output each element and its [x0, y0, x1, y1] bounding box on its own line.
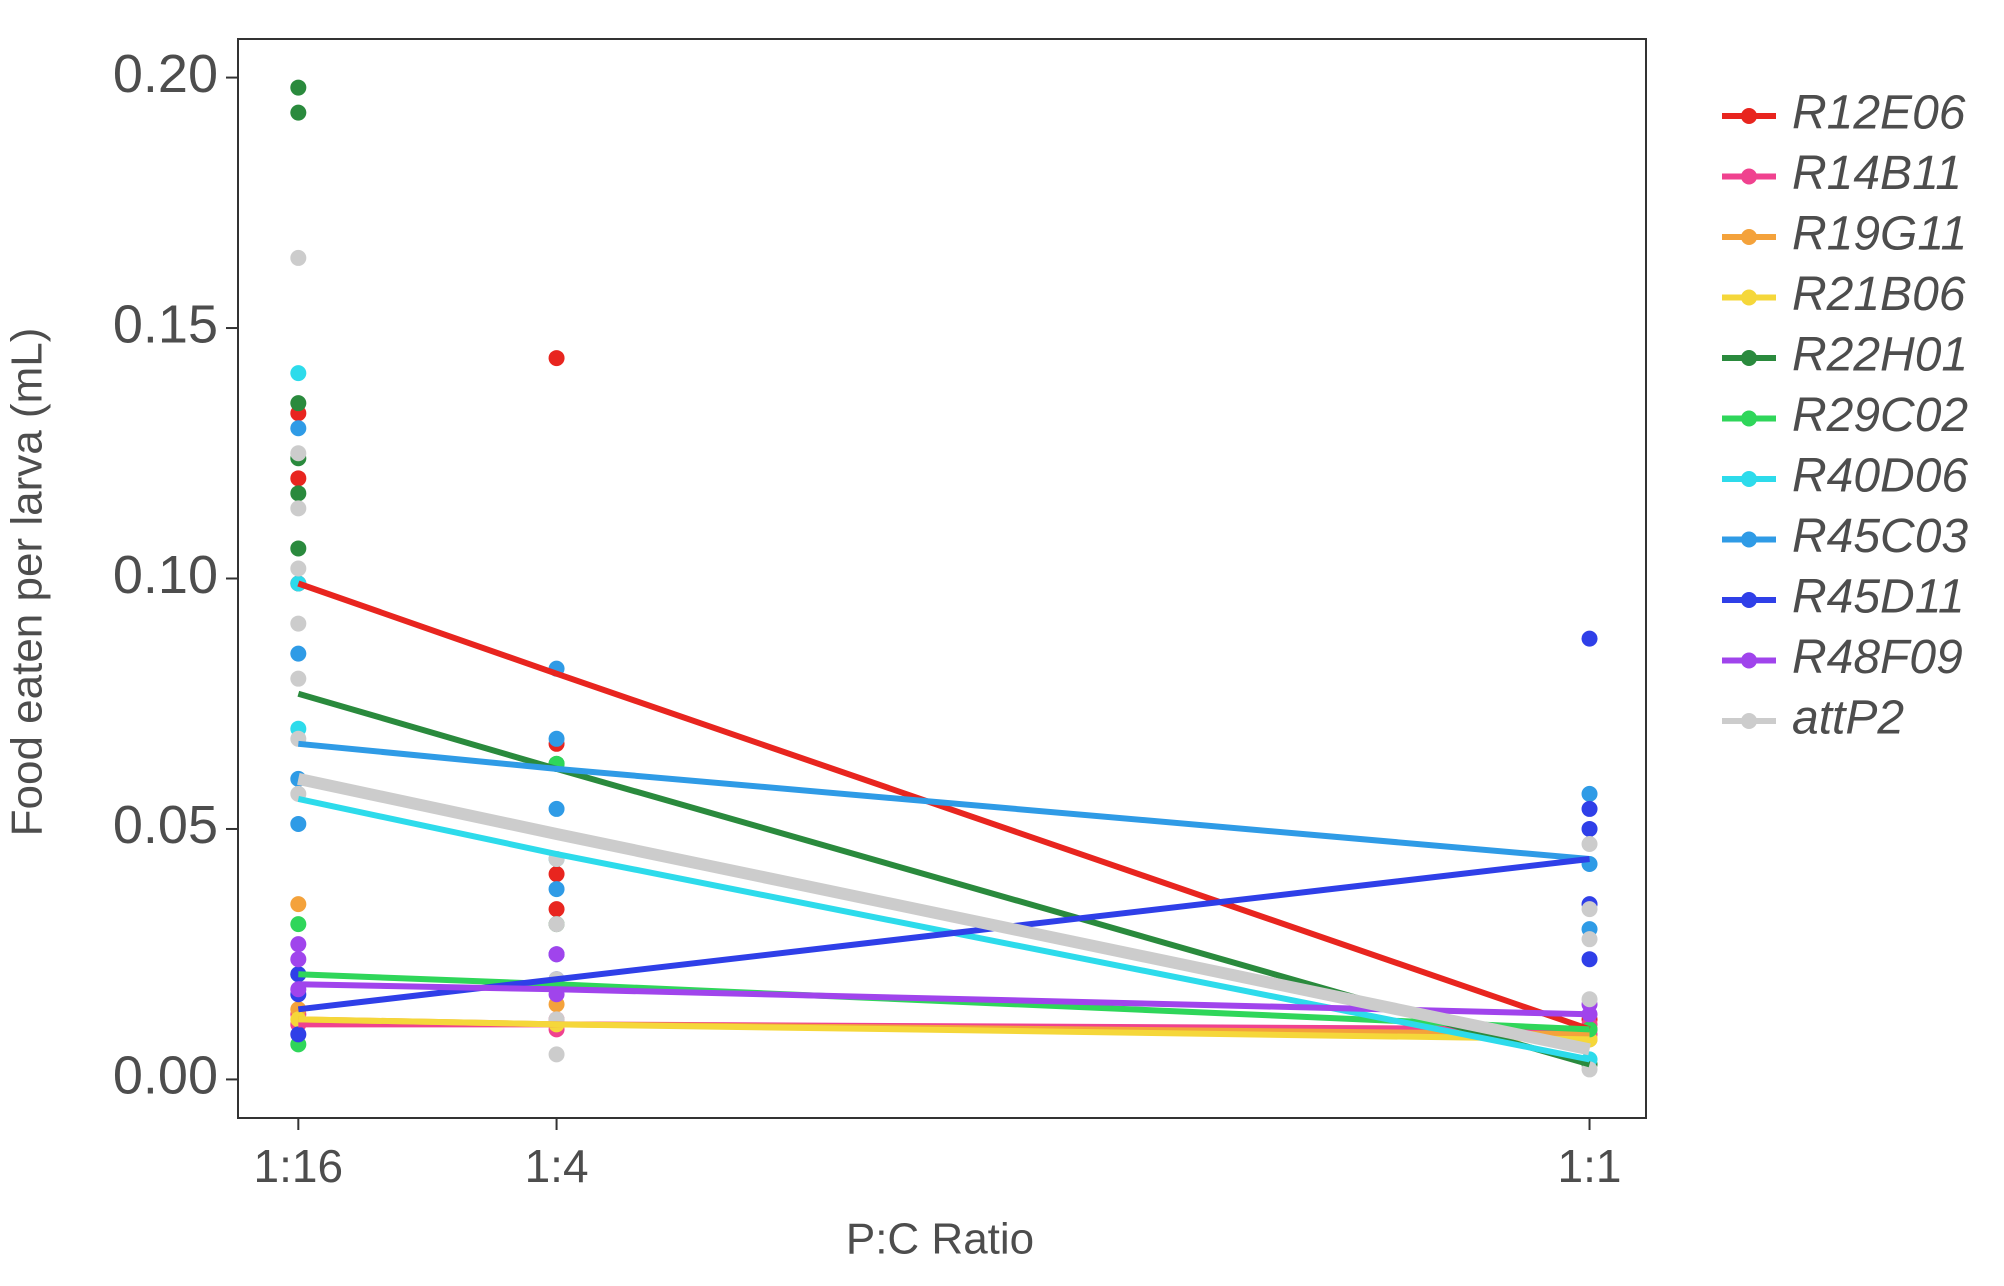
point [290, 815, 307, 832]
legend-dot [1741, 713, 1757, 729]
point [1581, 800, 1598, 817]
y-tick-label: 0.05 [113, 795, 218, 855]
legend-dot [1741, 289, 1757, 306]
point [290, 916, 307, 933]
point [290, 936, 307, 953]
legend-dot [1741, 592, 1757, 608]
fit-line [297, 795, 1591, 1063]
y-tick-label: 0.20 [113, 44, 218, 104]
y-tick-label: 0.15 [113, 294, 218, 354]
point [548, 881, 565, 898]
legend-label: R14B11 [1792, 147, 1962, 200]
point [290, 500, 307, 517]
point [290, 540, 307, 557]
y-axis-title: Food eaten per larva (mL) [3, 328, 52, 837]
point [1581, 951, 1598, 968]
legend-label: R21B06 [1792, 268, 1966, 321]
point [290, 365, 307, 382]
x-axis-title: P:C Ratio [846, 1215, 1034, 1264]
y-tick-label: 0.10 [113, 545, 218, 605]
legend-dot [1741, 531, 1757, 548]
point [1581, 785, 1598, 802]
fit-line [297, 580, 1591, 1033]
point [290, 560, 307, 577]
point [548, 916, 565, 933]
fit-line [298, 971, 1590, 1033]
point [1581, 991, 1598, 1008]
point [290, 615, 307, 632]
point [548, 1046, 565, 1063]
point [290, 79, 307, 96]
point [290, 420, 307, 437]
legend-label: R29C02 [1792, 389, 1968, 442]
point [548, 901, 565, 918]
legend-dot [1741, 652, 1757, 669]
point [290, 485, 307, 502]
point [1581, 901, 1598, 918]
point [548, 350, 565, 367]
point [548, 946, 565, 963]
point [290, 104, 307, 121]
fit-line [298, 981, 1590, 1018]
point [1581, 630, 1598, 647]
fit-line [298, 1016, 1590, 1043]
fit-line [297, 773, 1591, 1056]
x-tick-label: 1:1 [1558, 1140, 1622, 1192]
fit-line [298, 740, 1590, 863]
point [290, 395, 307, 412]
legend-dot [1741, 350, 1757, 366]
legend-label: R45D11 [1792, 571, 1965, 624]
legend-dot [1741, 229, 1757, 245]
point [548, 730, 565, 747]
legend-dot [1741, 168, 1757, 185]
point [290, 445, 307, 462]
point [290, 249, 307, 266]
point [1581, 931, 1598, 948]
fit-line [297, 856, 1590, 1013]
point [548, 800, 565, 817]
point [290, 1026, 307, 1043]
legend-label: attP2 [1792, 692, 1904, 745]
x-tick-label: 1:16 [254, 1140, 344, 1192]
legend-label: R45C03 [1792, 510, 1968, 563]
legend-label: R12E06 [1792, 87, 1966, 140]
point [290, 896, 307, 913]
plot-frame [237, 38, 1647, 1119]
point [290, 645, 307, 662]
point [548, 866, 565, 883]
legend-label: R40D06 [1792, 450, 1968, 503]
legend-label: R22H01 [1792, 329, 1968, 382]
point [290, 470, 307, 487]
point [1581, 820, 1598, 837]
legend-label: R48F09 [1792, 631, 1963, 684]
y-tick-label: 0.00 [113, 1046, 218, 1106]
point [290, 670, 307, 687]
legend-dot [1741, 108, 1757, 124]
legend-dot [1741, 410, 1757, 427]
legend-label: R19G11 [1792, 208, 1967, 261]
x-tick-label: 1:4 [525, 1140, 589, 1192]
point [1581, 835, 1598, 852]
legend-dot [1741, 471, 1757, 487]
point [290, 951, 307, 968]
